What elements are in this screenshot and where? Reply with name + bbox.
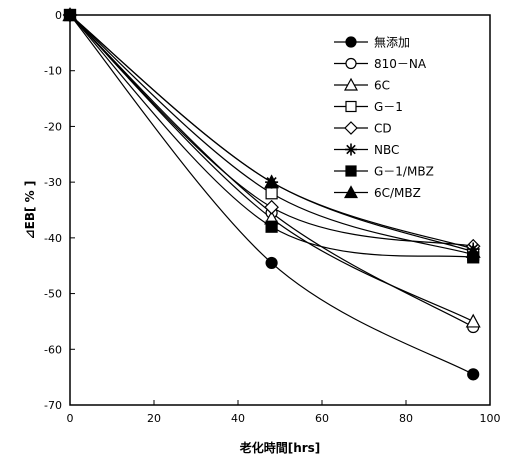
marker-filled-circle	[345, 36, 357, 48]
marker-open-triangle	[465, 313, 481, 328]
y-tick-label: -20	[44, 120, 62, 133]
y-tick-label: -50	[44, 288, 62, 301]
x-tick-label: 80	[399, 412, 413, 425]
legend-label: NBC	[374, 143, 399, 157]
x-axis-ticks: 0 20 40 60 80 100	[67, 400, 501, 425]
legend-item: CD	[334, 121, 392, 136]
legend-item: 無添加	[334, 35, 410, 50]
legend-label: CD	[374, 122, 392, 136]
legend-item: 6C/MBZ	[334, 185, 421, 200]
legend-item: 810－NA	[334, 57, 427, 71]
marker-filled-triangle	[62, 7, 78, 22]
x-tick-label: 100	[480, 412, 501, 425]
marker-filled-circle	[467, 368, 480, 381]
marker-filled-circle	[265, 256, 278, 270]
legend-item: NBC	[334, 143, 399, 157]
marker-filled-square	[265, 220, 278, 233]
y-tick-label: 0	[55, 9, 62, 22]
marker-open-diamond	[344, 121, 358, 135]
legend-label: 810－NA	[374, 57, 427, 71]
x-tick-label: 40	[231, 412, 245, 425]
legend-item: 6C	[334, 77, 390, 93]
legend-label: G－1	[374, 100, 403, 114]
marker-filled-triangle	[343, 185, 359, 199]
marker-asterisk	[345, 143, 357, 156]
y-tick-label: -10	[44, 65, 62, 78]
y-axis-ticks: 0 -10 -20 -30 -40 -50 -60 -70	[44, 9, 75, 412]
y-tick-label: -30	[44, 176, 62, 189]
legend: 無添加 810－NA 6C G－1 CD NBC G－1/MBZ 6C/MBZ	[334, 35, 434, 200]
marker-open-square	[265, 187, 278, 200]
x-tick-label: 0	[67, 412, 74, 425]
x-tick-label: 20	[147, 412, 161, 425]
plot-area	[69, 14, 491, 406]
marker-open-square	[345, 100, 357, 113]
x-axis-label: 老化時間[hrs]	[240, 440, 321, 455]
marker-filled-square	[345, 165, 357, 177]
marker-open-triangle	[343, 77, 359, 91]
legend-label: 6C	[374, 79, 390, 93]
y-tick-label: -60	[44, 343, 62, 356]
x-tick-label: 60	[315, 412, 329, 425]
marker-filled-triangle	[465, 244, 481, 258]
legend-label: 6C/MBZ	[374, 186, 421, 200]
y-axis-label: ⊿EB[ % ]	[23, 181, 37, 240]
marker-open-diamond	[264, 199, 279, 215]
legend-label: 無添加	[374, 35, 410, 50]
marker-filled-triangle	[264, 174, 280, 189]
y-tick-label: -40	[44, 232, 62, 245]
legend-label: G－1/MBZ	[374, 165, 434, 179]
legend-item: G－1/MBZ	[334, 165, 434, 179]
marker-open-circle	[345, 57, 357, 70]
y-tick-label: -70	[44, 399, 62, 412]
legend-item: G－1	[334, 100, 403, 114]
series-markers	[62, 7, 481, 381]
